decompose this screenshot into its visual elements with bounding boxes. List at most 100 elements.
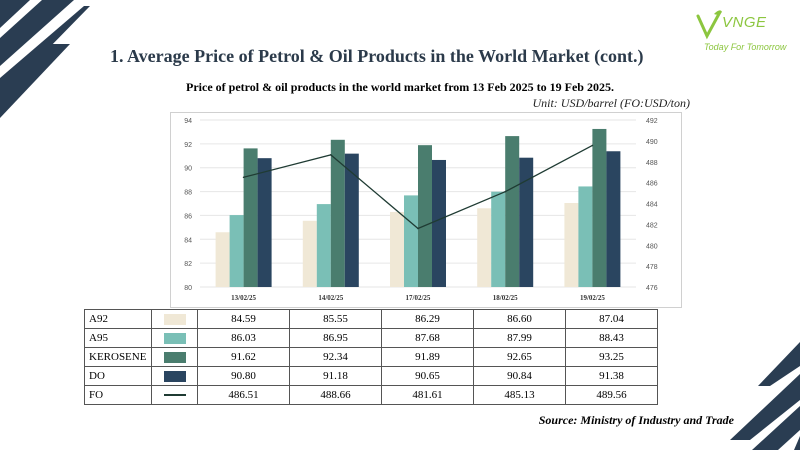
y-left-tick-label: 82 — [184, 261, 192, 268]
chart-frame — [170, 112, 682, 308]
series-name: FO — [84, 385, 152, 405]
corner-stripes-top-left — [0, 0, 90, 118]
bar-a92-1 — [302, 220, 317, 287]
table-row: KEROSENE 91.62 92.34 91.89 92.65 93.25 — [84, 347, 658, 367]
table-cell: 93.25 — [565, 347, 658, 367]
table-row: A92 84.59 85.55 86.29 86.60 87.04 — [84, 309, 658, 329]
table-cell: 92.34 — [289, 347, 382, 367]
y-left-tick-label: 86 — [184, 213, 192, 220]
x-tick-label: 19/02/25 — [580, 294, 605, 302]
x-tick-label: 13/02/25 — [231, 294, 256, 302]
table-cell: 481.61 — [381, 385, 474, 405]
table-cell: 90.65 — [381, 366, 474, 386]
legend-swatch-a95 — [163, 332, 186, 344]
bar-do-4 — [606, 151, 621, 287]
y-right-tick-label: 482 — [646, 222, 658, 229]
table-row: DO 90.80 91.18 90.65 90.84 91.38 — [84, 366, 658, 386]
bar-a95-0 — [229, 215, 244, 287]
chart-title: Price of petrol & oil products in the wo… — [186, 80, 614, 94]
bar-a95-3 — [491, 191, 506, 287]
legend-key — [151, 347, 198, 367]
bar-a92-4 — [564, 203, 579, 287]
legend-swatch-do — [163, 370, 186, 382]
point-fo-2 — [417, 227, 419, 230]
series-name: KEROSENE — [84, 347, 152, 367]
unit-note: Unit: USD/barrel (FO:USD/ton) — [532, 96, 690, 110]
table-cell: 86.03 — [197, 328, 290, 348]
data-table: A92 84.59 85.55 86.29 86.60 87.04 A95 86.03 86.9… — [84, 309, 658, 405]
corner-stripes-bottom-right — [730, 342, 800, 450]
table-cell: 91.89 — [381, 347, 474, 367]
point-fo-0 — [242, 176, 245, 179]
page-title: 1. Average Price of Petrol & Oil Product… — [110, 46, 644, 66]
y-right-tick-label: 480 — [646, 243, 658, 250]
bar-do-1 — [344, 153, 359, 287]
table-cell: 92.65 — [473, 347, 566, 367]
point-fo-1 — [330, 154, 332, 156]
combo-chart: 80 82 84 86 88 90 92 94 476 478 480 482 484 486 488 490… — [184, 118, 658, 302]
bar-a92-3 — [477, 208, 492, 287]
bar-kerosene-0 — [243, 148, 258, 287]
table-cell: 85.55 — [289, 309, 382, 329]
table-cell: 84.59 — [197, 309, 290, 329]
x-tick-label: 17/02/25 — [406, 294, 431, 302]
y-right-tick-label: 484 — [646, 202, 658, 209]
table-row: FO 486.51 488.66 481.61 485.13 489.56 — [84, 385, 658, 405]
bar-a95-4 — [578, 186, 593, 287]
source-note: Source: Ministry of Industry and Trade — [538, 413, 734, 427]
point-fo-4 — [591, 144, 594, 147]
bar-a95-2 — [404, 195, 418, 287]
table-cell: 87.68 — [381, 328, 474, 348]
table-cell: 91.18 — [289, 366, 382, 386]
series-name: DO — [84, 366, 152, 386]
bar-a95-1 — [316, 204, 331, 287]
y-right-tick-label: 486 — [646, 181, 658, 188]
series-name: A95 — [84, 328, 152, 348]
bar-do-3 — [519, 157, 534, 287]
table-cell: 485.13 — [473, 385, 566, 405]
table-cell: 88.43 — [565, 328, 658, 348]
table-cell: 91.62 — [197, 347, 290, 367]
table-cell: 91.38 — [565, 366, 658, 386]
x-tick-label: 18/02/25 — [493, 294, 518, 302]
table-cell: 86.60 — [473, 309, 566, 329]
point-fo-3 — [504, 190, 507, 193]
bar-a92-0 — [215, 232, 230, 287]
legend-swatch-a92 — [163, 313, 186, 325]
y-right-tick-label: 488 — [646, 160, 658, 167]
y-left-tick-label: 92 — [184, 142, 192, 149]
table-cell: 86.29 — [381, 309, 474, 329]
y-left-tick-label: 84 — [184, 237, 192, 244]
legend-key — [151, 309, 198, 329]
legend-key — [151, 385, 198, 405]
table-cell: 488.66 — [289, 385, 382, 405]
y-right-tick-label: 478 — [646, 264, 658, 271]
table-cell: 486.51 — [197, 385, 290, 405]
legend-line-fo — [163, 394, 186, 397]
y-left-tick-label: 80 — [184, 285, 192, 292]
bar-kerosene-4 — [592, 128, 607, 287]
logo-brand: VNGE — [722, 14, 767, 31]
bar-a92-2 — [390, 211, 404, 287]
table-cell: 87.99 — [473, 328, 566, 348]
y-right-tick-label: 490 — [646, 139, 658, 146]
table-cell: 86.95 — [289, 328, 382, 348]
legend-swatch-kerosene — [163, 351, 186, 363]
vnge-logo: VNGE Today For Tomorrow — [690, 6, 796, 56]
series-name: A92 — [84, 309, 152, 329]
bar-kerosene-1 — [330, 139, 345, 287]
bar-kerosene-3 — [505, 136, 520, 287]
y-right-tick-label: 476 — [646, 285, 658, 292]
table-cell: 90.84 — [473, 366, 566, 386]
table-cell: 489.56 — [565, 385, 658, 405]
table-cell: 87.04 — [565, 309, 658, 329]
x-tick-label: 14/02/25 — [318, 294, 343, 302]
legend-key — [151, 328, 198, 348]
leaf-icon — [696, 10, 722, 40]
logo-tagline: Today For Tomorrow — [704, 42, 787, 52]
table-row: A95 86.03 86.95 87.68 87.99 88.43 — [84, 328, 658, 348]
y-left-tick-label: 90 — [184, 166, 192, 173]
y-left-tick-label: 88 — [184, 190, 192, 197]
bar-kerosene-2 — [418, 145, 432, 287]
legend-key — [151, 366, 198, 386]
